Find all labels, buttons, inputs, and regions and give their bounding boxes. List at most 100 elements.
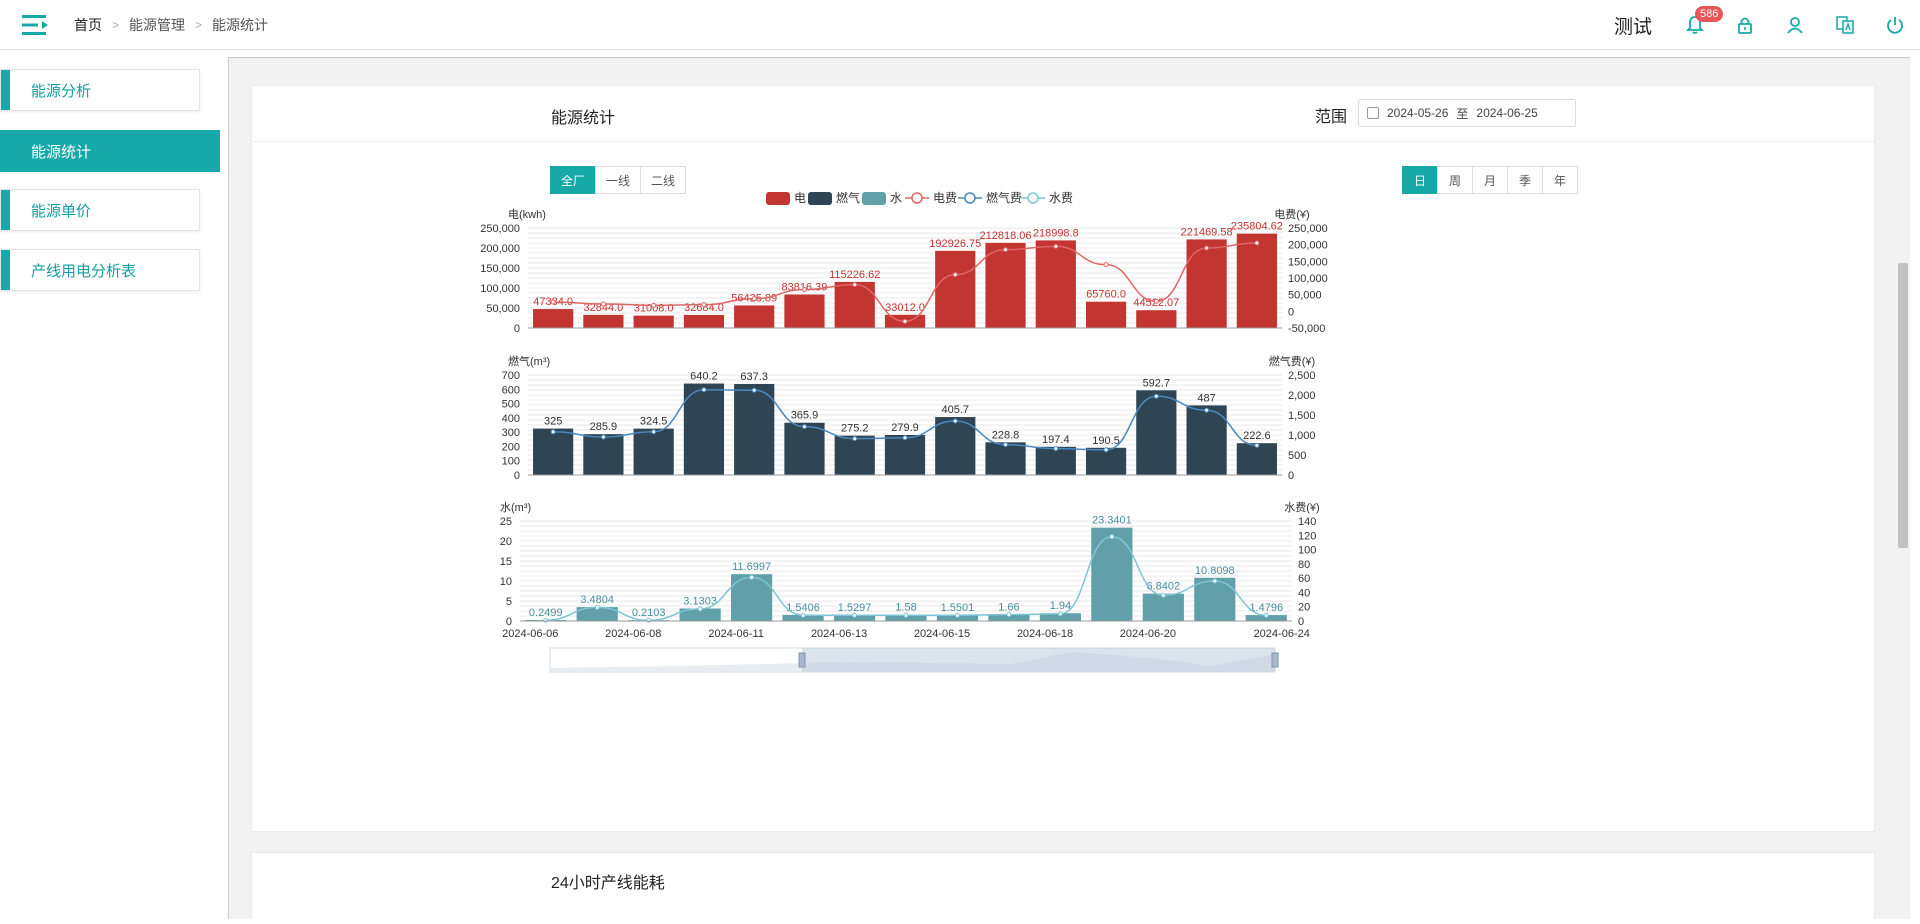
period-button-month[interactable]: 月: [1472, 166, 1508, 194]
period-button-quarter[interactable]: 季: [1507, 166, 1543, 194]
data-label: 592.7: [1143, 377, 1171, 389]
data-label: 637.3: [740, 371, 768, 383]
bar: [583, 314, 624, 328]
x-tick-label: 2024-06-08: [605, 628, 661, 640]
main-content: 能源统计 范围 2024-05-26 至 2024-06-25 全厂 一线 二线…: [228, 57, 1910, 919]
fee-point: [651, 302, 657, 308]
fee-point: [902, 318, 908, 324]
line-button-all[interactable]: 全厂: [550, 166, 596, 194]
menu-icon[interactable]: [22, 13, 50, 37]
data-label: 115226.62: [829, 269, 880, 281]
zoom-handle-right[interactable]: [1271, 652, 1279, 668]
bar: [633, 428, 674, 475]
fee-point: [600, 434, 606, 440]
logout-button[interactable]: [1870, 0, 1920, 50]
breadcrumb-energy-management[interactable]: 能源管理: [129, 16, 186, 33]
y-tick-label-right: 100: [1298, 545, 1316, 557]
bar: [1245, 615, 1287, 621]
bar: [734, 383, 775, 475]
sidebar-item-energy-analysis[interactable]: 能源分析: [0, 69, 200, 111]
data-label: 275.2: [841, 423, 869, 435]
y-axis-title-right: 电费(¥): [1274, 208, 1309, 221]
fee-point: [852, 282, 858, 288]
data-label: 1.94: [1050, 600, 1071, 612]
sidebar-item-line-power-analysis[interactable]: 产线用电分析表: [0, 249, 200, 291]
username[interactable]: 测试: [1613, 16, 1652, 38]
fee-point: [550, 299, 556, 305]
data-label: 11.6997: [732, 561, 771, 573]
data-label: 190.5: [1092, 435, 1120, 447]
data-label: 279.9: [891, 422, 919, 434]
power-icon: [1887, 17, 1903, 34]
line-button-1[interactable]: 一线: [595, 166, 641, 194]
scrollbar-thumb[interactable]: [1898, 263, 1908, 548]
y-tick-label: 400: [502, 413, 520, 425]
data-label: 1.58: [895, 602, 916, 614]
sidebar-item-energy-unit-price[interactable]: 能源单价: [0, 189, 200, 231]
fee-point: [1160, 592, 1166, 598]
bar: [1085, 447, 1127, 475]
y-tick-label: 500: [502, 399, 520, 411]
bar: [833, 614, 876, 621]
y-tick-label-right: 1,500: [1288, 410, 1316, 422]
y-tick-label: 100,000: [480, 283, 520, 295]
fee-point: [852, 612, 858, 618]
fee-point: [952, 272, 958, 278]
data-label: 0.2499: [529, 607, 563, 619]
scrollbar[interactable]: [1896, 58, 1910, 919]
profile-button[interactable]: [1770, 0, 1820, 50]
data-label: 197.4: [1042, 434, 1070, 446]
fee-point: [1254, 442, 1260, 448]
x-tick-label: 2024-06-15: [914, 628, 970, 640]
x-tick-label: 2024-06-11: [708, 628, 763, 640]
period-button-year[interactable]: 年: [1542, 166, 1578, 194]
fee-point: [852, 436, 858, 442]
fee-point: [1053, 446, 1059, 452]
y-tick-label: 0: [514, 323, 520, 335]
line-button-2[interactable]: 二线: [640, 166, 686, 194]
y-tick-label: 250,000: [480, 223, 520, 235]
y-tick-label: 25: [500, 516, 512, 528]
bar: [1186, 239, 1227, 328]
bar: [633, 315, 674, 328]
sidebar-item-energy-statistics[interactable]: 能源统计: [0, 130, 220, 172]
language-button[interactable]: [1820, 0, 1870, 50]
fee-point: [1204, 407, 1210, 413]
start-date[interactable]: 2024-05-26: [1387, 106, 1449, 120]
bar: [1085, 301, 1127, 328]
lock-button[interactable]: [1720, 0, 1770, 50]
fee-point: [800, 612, 806, 618]
legend-marker: [1027, 192, 1039, 204]
date-range-picker[interactable]: 2024-05-26 至 2024-06-25: [1358, 99, 1576, 127]
data-label: 235804.62: [1231, 221, 1283, 233]
bar: [1035, 446, 1076, 475]
fee-point: [1204, 245, 1210, 251]
bar: [583, 434, 624, 475]
fee-point: [1003, 442, 1009, 448]
breadcrumb: 首页 > 能源管理 > 能源统计: [74, 15, 268, 35]
zoom-handle-left[interactable]: [798, 652, 806, 668]
y-tick-label-right: 50,000: [1288, 290, 1322, 302]
y-tick-label: 5: [506, 596, 512, 608]
fee-point: [1263, 612, 1269, 618]
y-tick-label: 0: [506, 616, 512, 628]
notification-badge: 586: [1695, 6, 1724, 22]
data-label: 1.5406: [786, 602, 820, 614]
bar: [1236, 233, 1277, 328]
zoom-slider-window[interactable]: [802, 648, 1275, 672]
translate-icon: [1836, 16, 1854, 34]
end-date[interactable]: 2024-06-25: [1476, 106, 1538, 120]
breadcrumb-home[interactable]: 首页: [74, 16, 102, 33]
fee-point: [651, 429, 657, 435]
fee-point: [954, 612, 960, 618]
y-tick-label-right: 1,000: [1288, 430, 1316, 442]
fee-point: [701, 387, 707, 393]
legend-label: 电: [794, 191, 806, 205]
period-button-day[interactable]: 日: [1402, 166, 1438, 194]
period-selector: 日 周 月 季 年: [1402, 166, 1578, 194]
y-tick-label: 50,000: [486, 303, 520, 315]
bar: [576, 607, 618, 621]
notifications-button[interactable]: 586: [1670, 0, 1724, 50]
data-label: 32844.0: [584, 302, 624, 314]
bar: [784, 422, 825, 475]
